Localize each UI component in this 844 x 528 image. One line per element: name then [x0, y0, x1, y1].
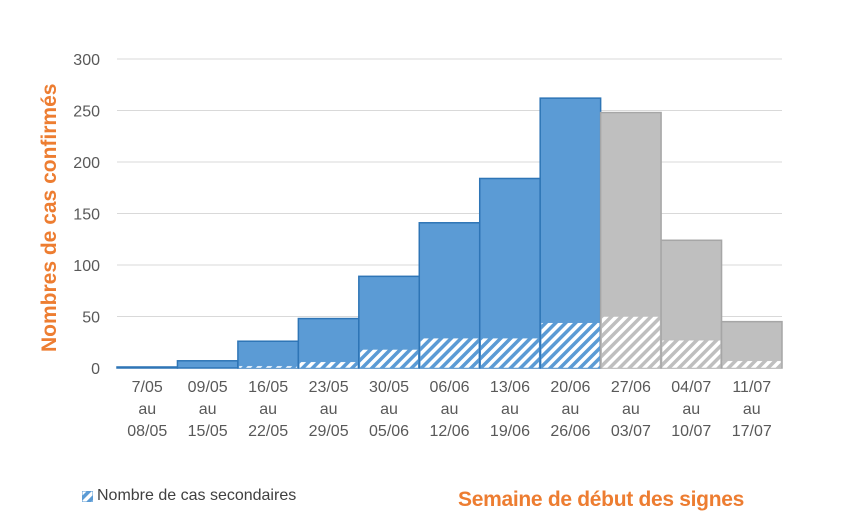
y-tick-label: 300 — [73, 52, 100, 69]
x-tick-label: 26/06 — [550, 423, 590, 440]
x-tick-label: 30/05 — [369, 379, 409, 396]
y-tick-label: 150 — [73, 207, 100, 224]
x-tick-label: 29/05 — [309, 423, 349, 440]
x-tick-label: 05/06 — [369, 423, 409, 440]
hatched-swatch-icon — [82, 490, 93, 502]
x-tick-label: au — [682, 401, 700, 418]
x-tick-label: 23/05 — [309, 379, 349, 396]
bar-secondary — [601, 316, 661, 369]
x-tick-label: au — [199, 401, 217, 418]
x-tick-label: 11/07 — [732, 379, 771, 396]
x-tick-label: au — [380, 401, 398, 418]
y-tick-label: 200 — [73, 155, 100, 172]
bar-confirmed — [237, 340, 300, 369]
x-tick-label: 12/06 — [429, 423, 469, 440]
x-tick-label: 16/05 — [248, 379, 288, 396]
y-axis-ticks: 0 50 100 150 200 250 300 — [73, 52, 100, 378]
x-tick-label: 03/07 — [611, 423, 651, 440]
x-tick-label: 20/06 — [550, 379, 590, 396]
bar-secondary — [359, 349, 419, 369]
x-tick-label: 10/07 — [671, 423, 711, 440]
y-tick-label: 0 — [91, 361, 100, 378]
y-tick-label: 250 — [73, 104, 100, 121]
x-axis-ticks: 7/05 au 08/05 09/05 au 15/05 16/05 au 22/05 23/05… — [127, 379, 772, 440]
x-tick-label: au — [501, 401, 519, 418]
x-tick-label: 19/06 — [490, 423, 530, 440]
x-tick-label: 08/05 — [127, 423, 167, 440]
x-tick-label: au — [320, 401, 338, 418]
x-tick-label: au — [743, 401, 761, 418]
x-tick-label: 04/07 — [671, 379, 711, 396]
x-axis-title: Semaine de début des signes — [458, 488, 744, 511]
bar-secondary — [540, 322, 600, 369]
bar-confirmed — [297, 317, 360, 369]
legend-label: Nombre de cas secondaires — [97, 487, 297, 504]
bar-secondary — [299, 361, 359, 369]
legend: Nombre de cas secondaires — [82, 487, 296, 505]
x-tick-label: 15/05 — [188, 423, 228, 440]
x-tick-label: 06/06 — [429, 379, 469, 396]
bar-confirmed — [176, 360, 239, 369]
x-tick-label: au — [441, 401, 459, 418]
x-tick-label: 7/05 — [132, 379, 163, 396]
bar-secondary — [661, 339, 721, 369]
x-tick-label: au — [562, 401, 580, 418]
x-tick-label: 27/06 — [611, 379, 651, 396]
x-tick-label: 09/05 — [188, 379, 228, 396]
x-tick-label: 22/05 — [248, 423, 288, 440]
y-axis-title: Nombres de cas confirmés — [38, 84, 61, 352]
bar-secondary — [480, 337, 540, 369]
bar-confirmed — [720, 320, 783, 369]
x-tick-label: 13/06 — [490, 379, 530, 396]
bar-secondary — [722, 360, 782, 369]
x-tick-label: au — [259, 401, 277, 418]
bars — [116, 97, 783, 369]
bar-confirmed — [478, 177, 541, 369]
bar-secondary — [238, 365, 298, 369]
y-tick-label: 50 — [82, 310, 100, 327]
x-tick-label: 17/07 — [732, 423, 772, 440]
bar-secondary — [420, 337, 479, 369]
bar-confirmed — [116, 366, 179, 369]
x-tick-label: au — [622, 401, 640, 418]
y-tick-label: 100 — [73, 258, 100, 275]
x-tick-label: au — [138, 401, 156, 418]
